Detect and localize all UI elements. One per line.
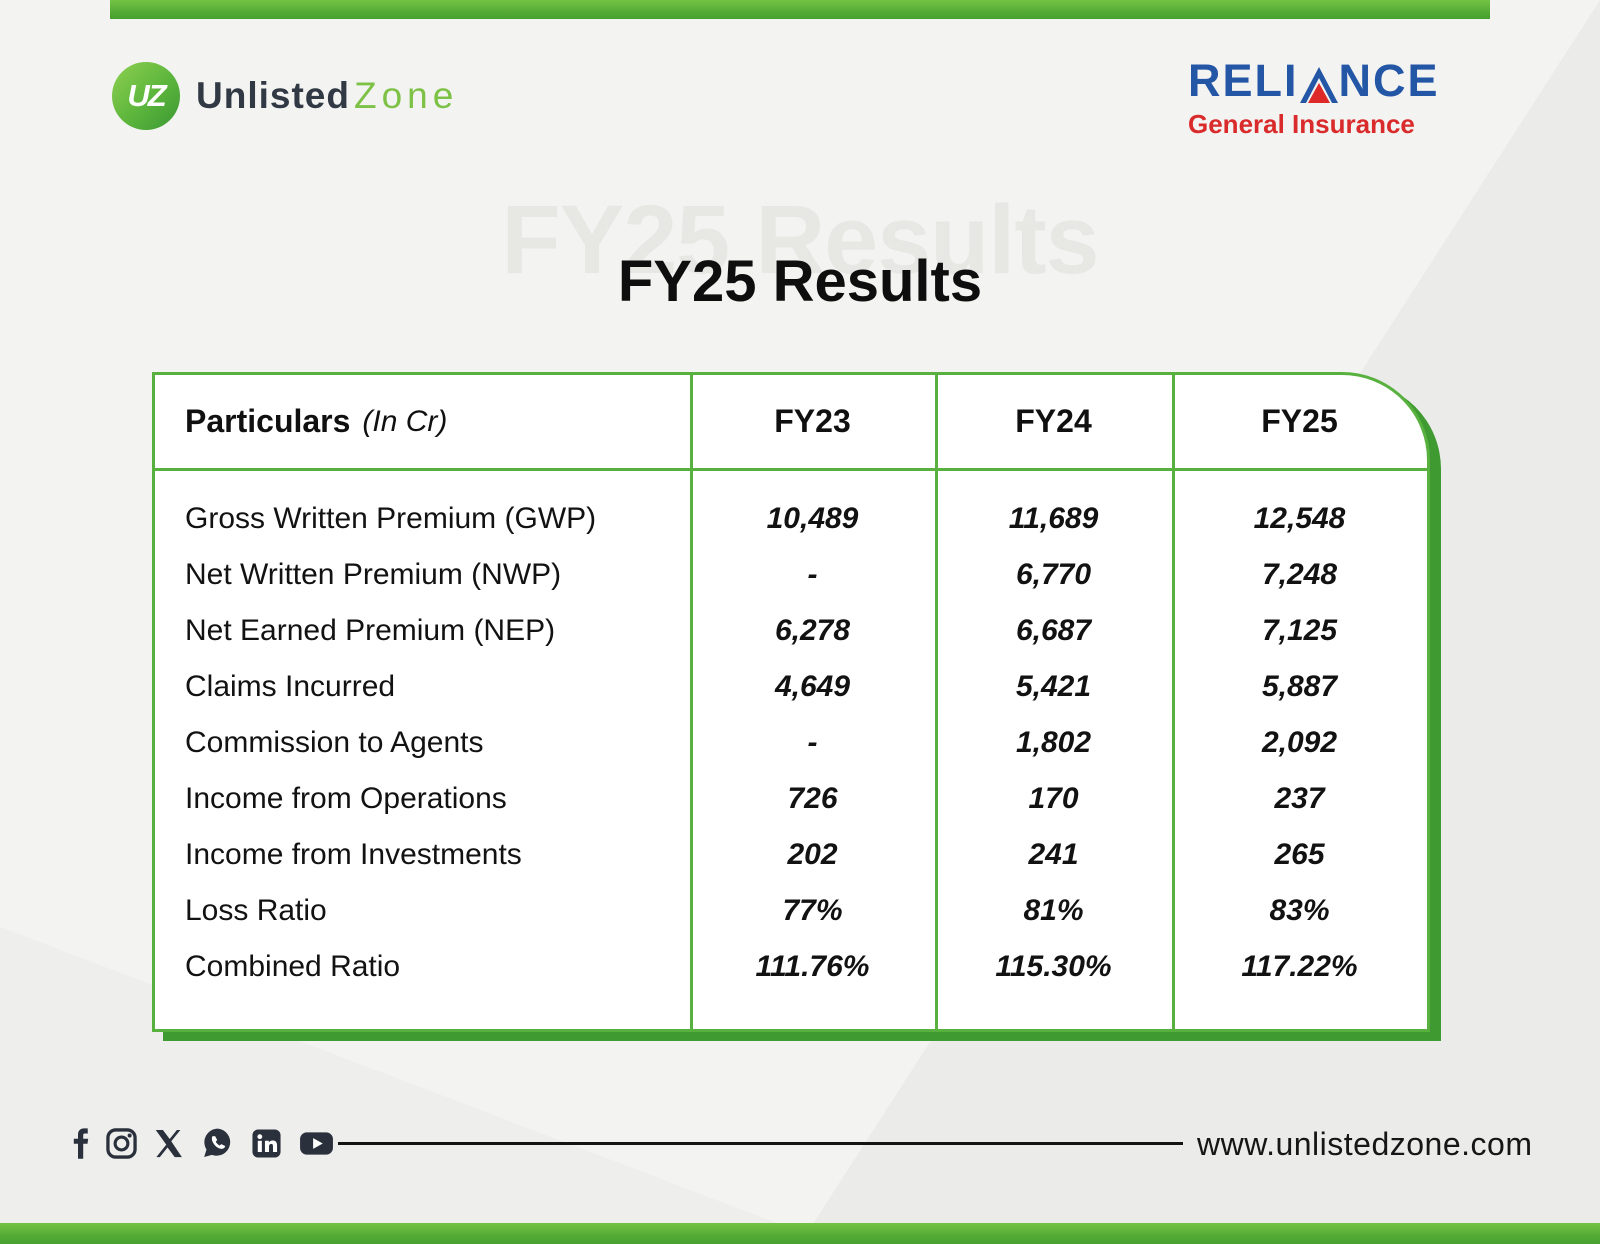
- row-label: Commission to Agents: [185, 726, 484, 759]
- row-value-fy23: -: [807, 558, 818, 591]
- footer-divider-line: [338, 1142, 1183, 1145]
- unlistedzone-wordmark-primary: Unlisted: [196, 75, 350, 116]
- row-value-fy25: 7,248: [1261, 558, 1338, 591]
- row-value-fy24: 5,421: [1015, 670, 1092, 703]
- x-icon[interactable]: [154, 1128, 185, 1159]
- bottom-green-bar: [0, 1223, 1600, 1244]
- whatsapp-icon[interactable]: [202, 1127, 234, 1159]
- page-title: FY25 Results: [617, 249, 983, 314]
- row-value-fy23: 726: [787, 782, 838, 815]
- table-header-particulars: Particulars (In Cr): [155, 375, 690, 468]
- row-value-fy25: 117.22%: [1241, 950, 1358, 983]
- row-value-fy24: 81%: [1023, 894, 1084, 927]
- row-label: Combined Ratio: [185, 950, 401, 983]
- row-value-fy24: 11,689: [1008, 502, 1099, 535]
- row-value-fy25: 2,092: [1261, 726, 1338, 759]
- table-body: Gross Written Premium (GWP) 10,489 11,689 1…: [155, 471, 1427, 995]
- row-value-fy25: 7,125: [1261, 614, 1338, 647]
- table-column-divider: [690, 375, 693, 1029]
- row-label: Net Earned Premium (NEP): [185, 614, 556, 647]
- linkedin-icon[interactable]: [251, 1128, 282, 1159]
- row-value-fy23: -: [807, 726, 818, 759]
- unlistedzone-logo: UZ Unlisted Zone: [112, 62, 458, 130]
- reliance-wordmark-suffix: NCE: [1338, 55, 1440, 106]
- social-icons: [72, 1127, 334, 1159]
- title-watermark: FY25 Results: [501, 185, 1099, 294]
- row-label: Gross Written Premium (GWP): [185, 502, 597, 535]
- unlistedzone-wordmark-secondary: Zone: [353, 75, 459, 116]
- reliance-logo: RELI NCE General Insurance: [1188, 58, 1440, 140]
- instagram-icon[interactable]: [106, 1127, 137, 1159]
- row-value-fy23: 77%: [782, 894, 843, 927]
- row-label: Income from Operations: [185, 782, 507, 815]
- row-value-fy23: 10,489: [766, 502, 859, 535]
- reliance-wordmark: RELI NCE: [1188, 58, 1440, 103]
- row-value-fy24: 241: [1028, 838, 1079, 871]
- row-label: Loss Ratio: [185, 894, 327, 927]
- table-header-fy23: FY23: [774, 403, 851, 439]
- row-value-fy23: 4,649: [774, 670, 851, 703]
- reliance-wordmark-prefix: RELI: [1188, 55, 1299, 106]
- facebook-icon[interactable]: [72, 1127, 89, 1159]
- table-header-row: Particulars (In Cr) FY23 FY24 FY25: [155, 375, 1427, 471]
- row-value-fy24: 6,687: [1015, 614, 1092, 647]
- row-value-fy24: 1,802: [1015, 726, 1092, 759]
- particulars-label: Particulars: [185, 403, 351, 439]
- top-green-bar: [110, 0, 1490, 19]
- row-value-fy25: 83%: [1269, 894, 1330, 927]
- table-column-divider: [1172, 375, 1175, 1029]
- row-value-fy24: 115.30%: [995, 950, 1112, 983]
- table-column-divider: [935, 375, 938, 1029]
- row-value-fy25: 265: [1274, 838, 1325, 871]
- row-value-fy25: 237: [1274, 782, 1325, 815]
- row-value-fy24: 170: [1028, 782, 1079, 815]
- unlistedzone-wordmark: Unlisted Zone: [196, 75, 458, 117]
- table-header-fy24: FY24: [1015, 403, 1092, 439]
- row-value-fy23: 111.76%: [755, 950, 870, 983]
- row-label: Net Written Premium (NWP): [185, 558, 562, 591]
- reliance-subtitle: General Insurance: [1188, 109, 1415, 139]
- table-header-fy25: FY25: [1261, 403, 1338, 439]
- row-value-fy25: 12,548: [1253, 502, 1346, 535]
- results-table: Particulars (In Cr) FY23 FY24 FY25 Gross…: [152, 372, 1430, 1032]
- row-value-fy23: 202: [787, 838, 838, 871]
- row-value-fy25: 5,887: [1261, 670, 1338, 703]
- row-value-fy23: 6,278: [774, 614, 851, 647]
- youtube-icon[interactable]: [299, 1129, 334, 1158]
- particulars-unit-note: (In Cr): [362, 404, 448, 438]
- website-url[interactable]: www.unlistedzone.com: [1197, 1126, 1533, 1162]
- row-value-fy24: 6,770: [1015, 558, 1092, 591]
- row-label: Income from Investments: [185, 838, 522, 871]
- row-label: Claims Incurred: [185, 670, 396, 703]
- unlistedzone-logo-icon: UZ: [112, 62, 180, 130]
- unlistedzone-monogram: UZ: [127, 78, 166, 113]
- reliance-triangle-icon: [1299, 67, 1338, 103]
